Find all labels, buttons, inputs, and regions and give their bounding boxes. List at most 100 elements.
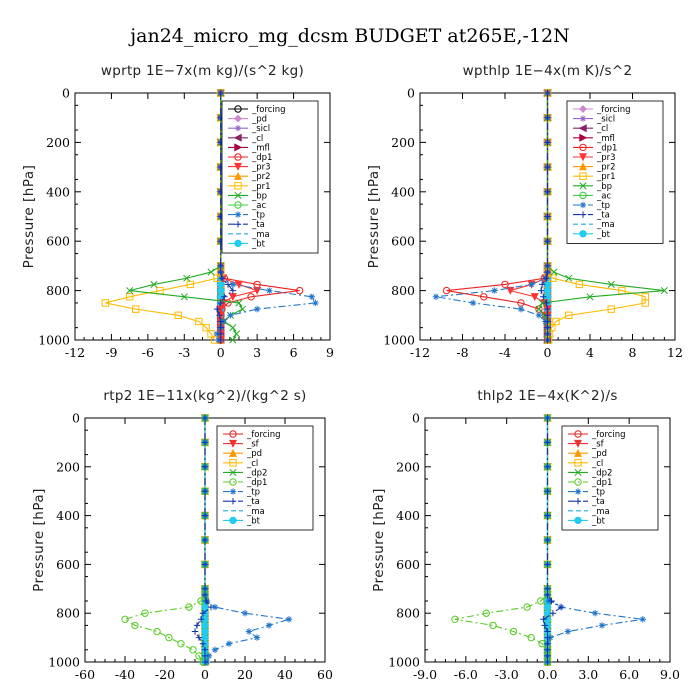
x-tick-label: 0 [217, 345, 225, 360]
x-tick-label: 0 [201, 667, 209, 682]
legend-label: _cl [596, 124, 608, 134]
legend-marker [234, 105, 242, 113]
data-point [591, 610, 599, 617]
data-point [201, 652, 209, 660]
legend-marker [579, 133, 588, 142]
y-tick-label: 200 [46, 135, 70, 150]
data-point [544, 318, 551, 325]
legend-marker [578, 153, 588, 162]
x-tick-label: 12 [667, 345, 683, 360]
legend-label: _pr1 [596, 172, 616, 182]
x-tick-label: 40 [277, 667, 293, 682]
data-point [535, 312, 543, 319]
data-point [536, 597, 545, 605]
data-point [185, 603, 193, 611]
data-point [229, 336, 237, 344]
legend-label: _dp2 [246, 468, 267, 478]
data-point [607, 305, 615, 313]
data-point [482, 609, 490, 617]
legend-label: _tp [591, 488, 605, 498]
chart-panel-3: rtp2 1E−11x(kg^2)/(kg^2 s) Pressure [hPa]… [31, 388, 333, 682]
legend: _forcing_sicl_cl_mfl_dp1_pr3_pr2_pr1_bp_… [566, 100, 664, 244]
data-point [201, 512, 209, 519]
data-point [543, 286, 552, 295]
legend-label: _dp2 [591, 468, 612, 478]
legend-marker [579, 105, 587, 113]
legend-label: _mfl [251, 143, 270, 153]
x-tick-label: 60 [317, 667, 333, 682]
x-tick-label: -12 [65, 345, 85, 360]
panel-title: thlp2 1E−4x(K^2)/s [477, 388, 617, 404]
data-point [552, 317, 560, 326]
legend-label: _pd [246, 449, 262, 459]
data-point [544, 628, 551, 635]
x-tick-label: 6 [290, 345, 298, 360]
legend-label: _dp1 [246, 478, 267, 488]
data-point [480, 293, 488, 301]
data-point [544, 591, 551, 599]
legend-marker [234, 125, 242, 132]
legend-label: _ta [596, 211, 610, 221]
legend: _forcing_sf_pd_cl_dp2_dp1_tp_ta_ma_bt [561, 425, 659, 531]
legend-marker [574, 478, 582, 486]
legend-marker [229, 478, 237, 486]
legend-label: _bp [596, 182, 612, 192]
data-point [308, 293, 315, 300]
legend-label: _pr3 [596, 153, 616, 163]
data-point [229, 281, 237, 288]
data-point [565, 311, 573, 320]
legend-marker [579, 172, 587, 180]
y-tick-label: 1000 [383, 333, 415, 348]
data-point [491, 287, 498, 294]
data-point [150, 280, 158, 288]
legend-label: _cl [251, 134, 263, 144]
legend-label: _tp [251, 211, 265, 221]
legend-marker [234, 114, 242, 123]
legend-marker [234, 182, 242, 190]
data-point [218, 275, 226, 282]
data-point [217, 268, 224, 276]
data-point [543, 275, 550, 282]
data-point [544, 262, 551, 270]
data-point [189, 646, 197, 654]
series-ta [191, 414, 215, 666]
legend-marker [229, 459, 237, 467]
x-tick-label: 9.0 [660, 667, 680, 682]
y-axis-label: Pressure [hPa] [366, 165, 382, 269]
data-point [217, 318, 224, 325]
chart-panel-1: wprtp 1E−7x(m kg)/(s^2 kg) Pressure [hPa]… [21, 63, 334, 360]
data-point [544, 652, 551, 660]
data-point [201, 585, 209, 592]
legend-label: _cl [591, 459, 603, 469]
data-point [544, 238, 551, 245]
legend-marker [229, 498, 237, 505]
data-point [131, 621, 139, 630]
legend-label: _mfl [596, 134, 615, 144]
data-point [266, 287, 273, 294]
data-point [295, 286, 304, 295]
data-point [224, 281, 232, 288]
data-point [598, 622, 606, 629]
data-point [544, 114, 551, 121]
x-tick-label: 3 [253, 345, 261, 360]
legend-marker [574, 516, 582, 525]
data-point [544, 414, 551, 422]
data-point [197, 616, 205, 623]
x-tick-label: -60 [75, 667, 95, 682]
legend-marker [579, 201, 587, 209]
legend-label: _pr3 [251, 163, 271, 173]
x-tick-label: -6 [142, 345, 154, 360]
legend-label: _bt [591, 516, 606, 526]
data-point [207, 603, 215, 611]
data-point [540, 293, 547, 300]
legend-label: _ac [596, 191, 611, 201]
data-point [229, 287, 237, 294]
x-tick-label: 0 [544, 345, 552, 360]
x-tick-label: 8 [629, 345, 637, 360]
data-point [199, 610, 207, 617]
data-point [213, 305, 221, 313]
x-tick-label: 4 [586, 345, 594, 360]
data-point [537, 287, 545, 294]
data-point [544, 646, 551, 653]
legend-marker [233, 162, 243, 171]
